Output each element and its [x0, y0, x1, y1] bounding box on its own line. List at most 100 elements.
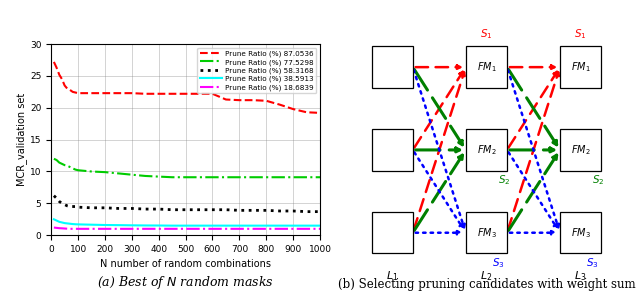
Prune Ratio (%) 87.0536: [249, 98, 257, 102]
Prune Ratio (%) 77.5298: [276, 176, 284, 179]
Prune Ratio (%) 58.3168: [52, 196, 60, 200]
Prune Ratio (%) 18.6839: [115, 227, 122, 230]
Prune Ratio (%) 58.3168: [101, 206, 109, 210]
Prune Ratio (%) 38.5913: [66, 222, 74, 225]
Prune Ratio (%) 18.6839: [61, 227, 68, 230]
Prune Ratio (%) 38.5913: [249, 224, 257, 228]
Text: $S_3$: $S_3$: [492, 256, 504, 270]
Prune Ratio (%) 18.6839: [72, 227, 79, 230]
Prune Ratio (%) 18.6839: [63, 227, 71, 230]
Prune Ratio (%) 18.6839: [236, 227, 243, 230]
Prune Ratio (%) 87.0536: [195, 92, 203, 96]
Prune Ratio (%) 77.5298: [141, 174, 149, 178]
Prune Ratio (%) 38.5913: [63, 222, 71, 225]
Prune Ratio (%) 18.6839: [66, 227, 74, 230]
Bar: [466, 212, 507, 253]
Prune Ratio (%) 87.0536: [74, 91, 82, 95]
Prune Ratio (%) 58.3168: [69, 205, 77, 208]
Prune Ratio (%) 18.6839: [69, 227, 77, 230]
Prune Ratio (%) 18.6839: [276, 227, 284, 230]
Prune Ratio (%) 18.6839: [52, 226, 60, 230]
Text: $L_3$: $L_3$: [574, 269, 587, 283]
Prune Ratio (%) 87.0536: [63, 87, 71, 91]
Prune Ratio (%) 38.5913: [222, 224, 230, 228]
Legend: Prune Ratio (%) 87.0536, Prune Ratio (%) 77.5298, Prune Ratio (%) 58.3168, Prune: Prune Ratio (%) 87.0536, Prune Ratio (%)…: [197, 48, 316, 93]
Prune Ratio (%) 38.5913: [236, 224, 243, 228]
Prune Ratio (%) 58.3168: [316, 210, 324, 213]
Prune Ratio (%) 58.3168: [115, 207, 122, 210]
Prune Ratio (%) 58.3168: [168, 208, 176, 211]
Text: $S_2$: $S_2$: [592, 173, 605, 187]
Line: Prune Ratio (%) 77.5298: Prune Ratio (%) 77.5298: [54, 159, 320, 177]
Prune Ratio (%) 58.3168: [222, 208, 230, 211]
Text: $S_2$: $S_2$: [498, 173, 510, 187]
Prune Ratio (%) 38.5913: [52, 219, 60, 222]
Line: Prune Ratio (%) 38.5913: Prune Ratio (%) 38.5913: [54, 219, 320, 226]
Prune Ratio (%) 77.5298: [56, 161, 63, 164]
Prune Ratio (%) 18.6839: [249, 227, 257, 230]
Prune Ratio (%) 58.3168: [289, 209, 297, 213]
Prune Ratio (%) 77.5298: [50, 157, 58, 161]
Prune Ratio (%) 58.3168: [141, 207, 149, 211]
Prune Ratio (%) 18.6839: [128, 227, 136, 230]
Prune Ratio (%) 87.0536: [66, 88, 74, 92]
Prune Ratio (%) 58.3168: [128, 207, 136, 210]
Prune Ratio (%) 87.0536: [182, 92, 189, 96]
Prune Ratio (%) 18.6839: [209, 227, 216, 230]
Prune Ratio (%) 77.5298: [289, 176, 297, 179]
Line: Prune Ratio (%) 58.3168: Prune Ratio (%) 58.3168: [54, 196, 320, 212]
Prune Ratio (%) 38.5913: [276, 224, 284, 228]
Prune Ratio (%) 18.6839: [316, 227, 324, 230]
Prune Ratio (%) 58.3168: [63, 204, 71, 208]
Prune Ratio (%) 58.3168: [182, 208, 189, 211]
Line: Prune Ratio (%) 18.6839: Prune Ratio (%) 18.6839: [54, 228, 320, 229]
Prune Ratio (%) 38.5913: [289, 224, 297, 228]
Prune Ratio (%) 38.5913: [195, 224, 203, 228]
Line: Prune Ratio (%) 87.0536: Prune Ratio (%) 87.0536: [54, 62, 320, 113]
Prune Ratio (%) 38.5913: [209, 224, 216, 228]
Prune Ratio (%) 87.0536: [61, 84, 68, 87]
Prune Ratio (%) 38.5913: [168, 224, 176, 228]
Text: $S_3$: $S_3$: [586, 256, 598, 270]
Text: $FM_3$: $FM_3$: [477, 226, 496, 240]
Prune Ratio (%) 77.5298: [115, 172, 122, 175]
Bar: [466, 129, 507, 171]
Prune Ratio (%) 77.5298: [88, 170, 95, 173]
Prune Ratio (%) 38.5913: [50, 218, 58, 221]
Prune Ratio (%) 87.0536: [52, 66, 60, 69]
Prune Ratio (%) 77.5298: [52, 158, 60, 162]
Prune Ratio (%) 58.3168: [155, 207, 163, 211]
Prune Ratio (%) 18.6839: [303, 227, 310, 230]
Prune Ratio (%) 87.0536: [72, 91, 79, 94]
Bar: [372, 46, 413, 88]
Prune Ratio (%) 18.6839: [289, 227, 297, 230]
Text: $S_1$: $S_1$: [574, 27, 587, 41]
Prune Ratio (%) 58.3168: [195, 208, 203, 211]
Prune Ratio (%) 18.6839: [74, 227, 82, 230]
Prune Ratio (%) 87.0536: [56, 73, 63, 76]
Bar: [560, 46, 601, 88]
Text: $L_2$: $L_2$: [480, 269, 493, 283]
Text: $L_1$: $L_1$: [386, 269, 399, 283]
Prune Ratio (%) 77.5298: [101, 170, 109, 174]
Prune Ratio (%) 77.5298: [168, 176, 176, 179]
Prune Ratio (%) 18.6839: [222, 227, 230, 230]
Text: $FM_2$: $FM_2$: [571, 143, 590, 157]
Prune Ratio (%) 38.5913: [316, 224, 324, 228]
Prune Ratio (%) 38.5913: [88, 223, 95, 226]
Prune Ratio (%) 58.3168: [66, 205, 74, 208]
Bar: [560, 129, 601, 171]
Text: $FM_1$: $FM_1$: [477, 60, 496, 74]
Prune Ratio (%) 87.0536: [155, 92, 163, 96]
Prune Ratio (%) 38.5913: [101, 223, 109, 227]
Prune Ratio (%) 77.5298: [262, 176, 270, 179]
Prune Ratio (%) 58.3168: [56, 200, 63, 203]
Prune Ratio (%) 77.5298: [316, 176, 324, 179]
Prune Ratio (%) 38.5913: [58, 221, 66, 224]
Prune Ratio (%) 18.6839: [56, 226, 63, 230]
Prune Ratio (%) 18.6839: [182, 227, 189, 230]
Prune Ratio (%) 77.5298: [222, 176, 230, 179]
Prune Ratio (%) 77.5298: [61, 163, 68, 167]
Prune Ratio (%) 87.0536: [88, 91, 95, 95]
Prune Ratio (%) 58.3168: [88, 206, 95, 210]
